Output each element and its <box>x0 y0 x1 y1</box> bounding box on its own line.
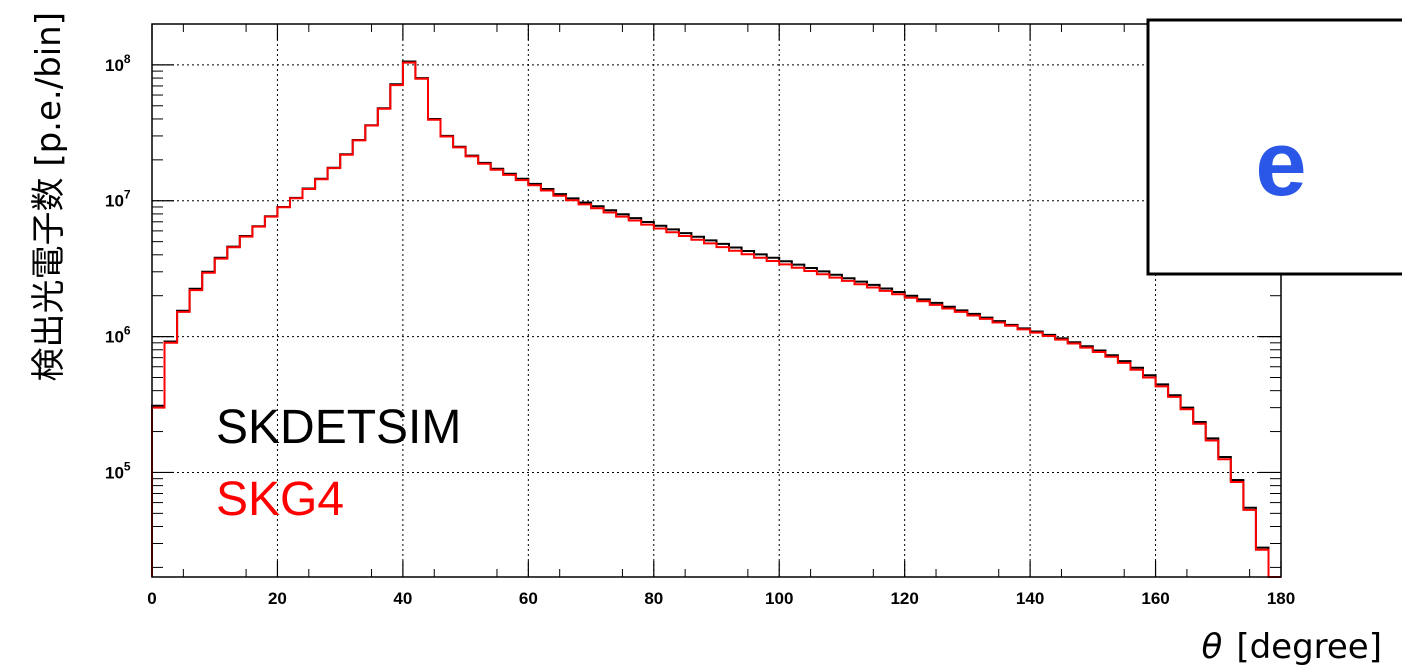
particle-badge-label: e <box>1255 113 1306 215</box>
x-axis-unit: [degree] <box>1236 627 1382 667</box>
y-tick-label: 108 <box>105 52 131 75</box>
x-tick-label: 120 <box>890 589 918 608</box>
y-tick-exponent: 5 <box>124 459 131 473</box>
y-tick-base: 10 <box>105 56 124 75</box>
grid-layer <box>152 24 1281 577</box>
y-tick-label: 106 <box>105 324 131 347</box>
y-tick-exponent: 8 <box>124 52 131 66</box>
plot-frame <box>151 23 1282 578</box>
x-tick-label: 40 <box>393 589 412 608</box>
x-axis-title: θ [degree] <box>1202 627 1383 667</box>
x-tick-label: 180 <box>1267 589 1295 608</box>
x-tick-label: 100 <box>765 589 793 608</box>
legend-label-skg4: SKG4 <box>216 473 344 526</box>
legend-label-skdetsim: SKDETSIM <box>216 401 461 454</box>
x-tick-label: 0 <box>147 589 156 608</box>
series-layer <box>151 60 1281 578</box>
x-tick-label: 20 <box>268 589 287 608</box>
y-axis-title: 検出光電子数 [p.e./bin] <box>29 12 69 381</box>
x-tick-label: 60 <box>519 589 538 608</box>
y-tick-base: 10 <box>105 463 124 482</box>
y-tick-label: 105 <box>105 459 131 482</box>
y-tick-exponent: 7 <box>124 188 131 202</box>
y-tick-label: 107 <box>105 188 131 211</box>
particle-badge-box <box>1146 18 1402 276</box>
y-tick-exponent: 6 <box>124 324 131 338</box>
x-axis-symbol: θ <box>1202 627 1223 667</box>
y-tick-base: 10 <box>105 328 124 347</box>
series-line-skg4 <box>151 61 1281 578</box>
x-tick-label: 80 <box>644 589 663 608</box>
x-tick-label: 160 <box>1141 589 1169 608</box>
y-tick-base: 10 <box>105 192 124 211</box>
tick-layer <box>151 23 1282 577</box>
x-tick-label: 140 <box>1016 589 1044 608</box>
